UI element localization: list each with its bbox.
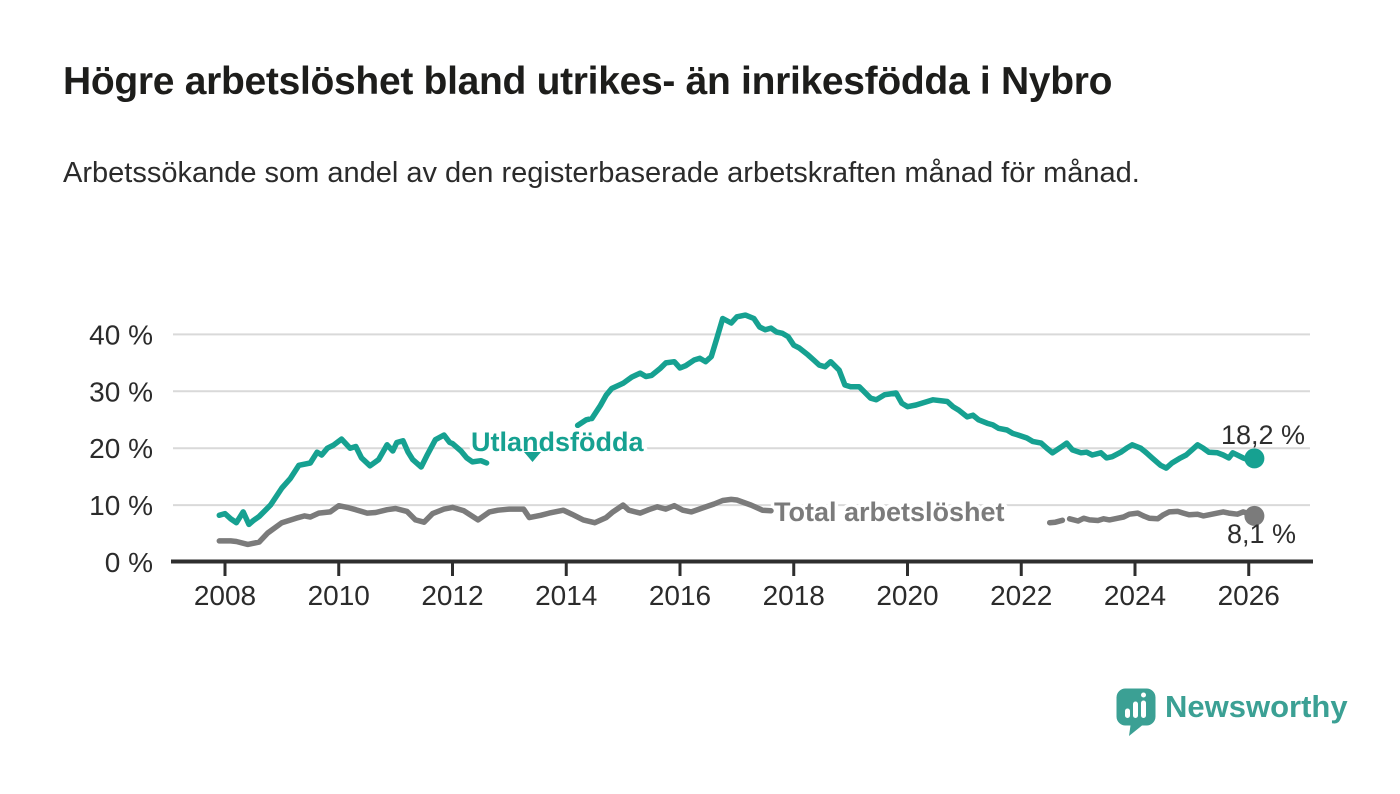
x-axis-label: 2022 — [990, 580, 1052, 611]
x-axis-label: 2010 — [308, 580, 370, 611]
label-caret-icon — [524, 452, 541, 462]
end-value-label-utlandsfodda: 18,2 % — [1221, 420, 1305, 450]
series-label-total: Total arbetslöshet — [774, 497, 1005, 527]
x-axis-label: 2018 — [763, 580, 825, 611]
x-axis-label: 2026 — [1218, 580, 1280, 611]
page-subtitle: Arbetssökande som andel av den registerb… — [63, 157, 1140, 189]
logo-text: Newsworthy — [1165, 689, 1348, 724]
speech-bubble-chart-icon — [1116, 688, 1156, 736]
series-line-total — [1066, 508, 1258, 524]
y-axis-label: 30 % — [89, 376, 153, 407]
series-line-total — [1046, 516, 1073, 526]
series-line-utlandsfodda — [216, 432, 490, 528]
end-value-label-total: 8,1 % — [1227, 519, 1296, 549]
x-axis-label: 2012 — [421, 580, 483, 611]
series-line-total — [216, 496, 774, 548]
series-line-utlandsfodda — [589, 312, 1258, 471]
y-axis-label: 0 % — [105, 547, 153, 578]
y-axis-label: 40 % — [89, 319, 153, 350]
x-axis-label: 2024 — [1104, 580, 1166, 611]
x-axis-label: 2016 — [649, 580, 711, 611]
series-label-utlandsfodda: Utlandsfödda — [471, 427, 644, 457]
x-axis-label: 2020 — [876, 580, 938, 611]
page-title: Högre arbetslöshet bland utrikes- än inr… — [63, 60, 1113, 103]
y-axis-label: 10 % — [89, 490, 153, 521]
x-axis-label: 2014 — [535, 580, 597, 611]
end-dot-total — [1244, 505, 1265, 526]
end-dot-utlandsfodda — [1244, 448, 1265, 469]
newsworthy-logo: Newsworthy — [1116, 688, 1348, 736]
y-axis-label: 20 % — [89, 433, 153, 464]
x-axis-label: 2008 — [194, 580, 256, 611]
